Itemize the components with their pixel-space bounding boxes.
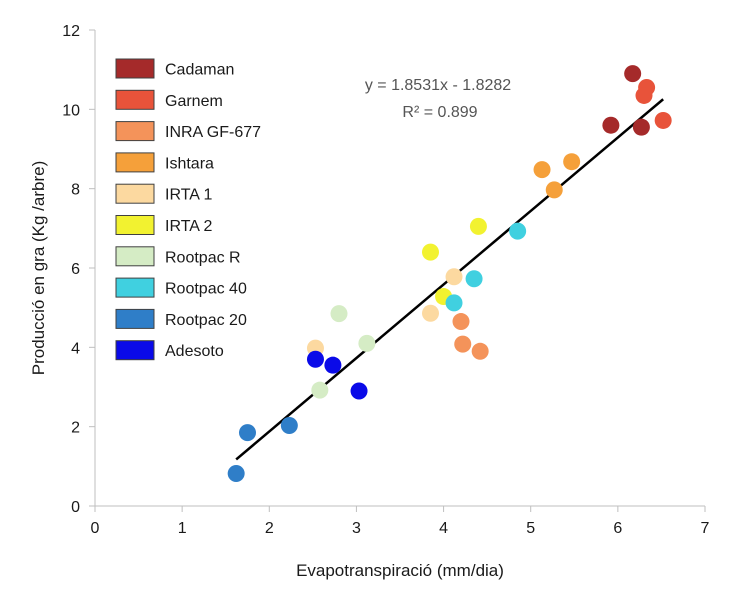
legend-label: Rootpac R (165, 249, 241, 266)
legend-swatch (115, 246, 155, 267)
data-point-rootpac-r (358, 334, 376, 352)
legend-swatch (115, 89, 155, 110)
legend-swatch (115, 308, 155, 329)
x-tick-label: 1 (178, 520, 187, 537)
y-tick-label: 0 (71, 499, 80, 516)
legend-label: IRTA 2 (165, 218, 213, 235)
x-tick-label: 0 (91, 520, 100, 537)
data-point-cadaman (624, 65, 642, 83)
data-point-cadaman (632, 118, 650, 136)
data-point-inra-gf-677 (471, 342, 489, 360)
data-point-cadaman (602, 116, 620, 134)
legend-label: Adesoto (165, 343, 224, 360)
data-point-garnem (635, 86, 653, 104)
data-point-irta-1 (422, 304, 439, 322)
data-point-garnem (654, 111, 672, 129)
data-point-ishtara (563, 153, 581, 171)
data-point-adesoto (324, 356, 342, 374)
data-point-rootpac-40 (509, 222, 527, 240)
legend-swatch (115, 215, 155, 235)
y-tick-label: 4 (71, 340, 80, 357)
x-tick-label: 3 (352, 520, 361, 537)
data-point-rootpac-20 (227, 464, 245, 482)
legend-label: Cadaman (165, 62, 234, 79)
data-point-ishtara (545, 181, 563, 199)
y-tick-label: 6 (71, 261, 80, 278)
legend-swatch (115, 277, 155, 298)
legend: Cadaman Garnem INRA GF-677 Ishtara IRTA 1 IRT… (115, 58, 261, 361)
legend-label: Ishtara (165, 155, 214, 172)
legend-swatch (115, 152, 155, 173)
x-axis-title: Evapotranspiració (mm/dia) (296, 561, 504, 580)
y-tick-label: 12 (62, 23, 80, 40)
x-tick-label: 6 (613, 520, 622, 537)
y-axis-title: Producció en gra (Kg /arbre) (29, 161, 48, 376)
legend-swatch (115, 183, 155, 204)
x-tick-label: 2 (265, 520, 274, 537)
legend-label: Rootpac 40 (165, 281, 247, 298)
data-point-irta-2 (422, 243, 439, 261)
y-tick-label: 10 (62, 102, 80, 119)
data-point-inra-gf-677 (454, 335, 472, 353)
x-tick-label: 5 (526, 520, 535, 537)
data-point-rootpac-r (311, 381, 329, 399)
data-point-rootpac-20 (239, 424, 256, 442)
data-point-irta-2 (469, 217, 487, 235)
data-points (227, 65, 672, 482)
x-tick-label: 7 (701, 520, 710, 537)
legend-label: IRTA 1 (165, 187, 213, 204)
data-point-rootpac-r (330, 305, 348, 323)
data-point-inra-gf-677 (452, 313, 470, 331)
trendline-equation: y = 1.8531x - 1.8282 (365, 77, 511, 94)
legend-swatch (115, 340, 155, 361)
x-tick-label: 4 (439, 520, 448, 537)
legend-label: INRA GF-677 (165, 124, 261, 141)
data-point-rootpac-40 (465, 270, 483, 288)
y-tick-label: 2 (71, 420, 80, 437)
legend-label: Garnem (165, 93, 223, 110)
legend-swatch (115, 58, 155, 79)
data-point-adesoto (350, 382, 368, 400)
y-tick-label: 8 (71, 182, 80, 199)
legend-label: Rootpac 20 (165, 312, 247, 329)
data-point-irta-1 (445, 268, 463, 286)
trendline-r-squared: R² = 0.899 (402, 104, 477, 121)
data-point-rootpac-40 (445, 294, 463, 312)
data-point-adesoto (306, 350, 324, 368)
data-point-ishtara (533, 161, 551, 179)
data-point-rootpac-20 (280, 416, 298, 434)
legend-swatch (115, 121, 155, 142)
